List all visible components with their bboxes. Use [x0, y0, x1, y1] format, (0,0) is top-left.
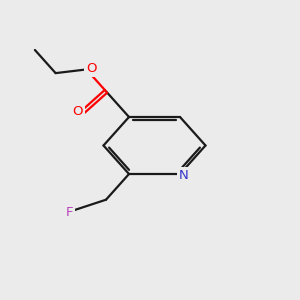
- Text: O: O: [87, 62, 97, 75]
- Text: N: N: [179, 169, 188, 182]
- Text: O: O: [72, 105, 83, 118]
- Text: F: F: [65, 206, 73, 219]
